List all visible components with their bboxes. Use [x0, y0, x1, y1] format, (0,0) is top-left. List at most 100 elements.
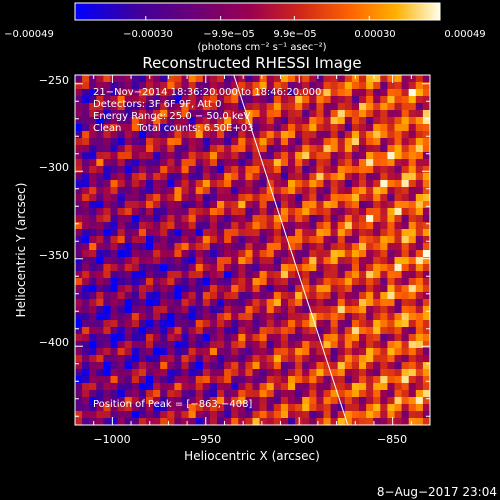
heatmap-pixel [323, 257, 331, 265]
heatmap-pixel [359, 166, 367, 174]
heatmap-pixel [380, 145, 388, 153]
heatmap-pixel [422, 89, 430, 97]
heatmap-pixel [103, 215, 111, 223]
heatmap-pixel [160, 390, 168, 398]
heatmap-pixel [295, 89, 303, 97]
heatmap-pixel [373, 222, 381, 230]
heatmap-pixel [266, 306, 275, 314]
heatmap-pixel [146, 152, 154, 160]
heatmap-pixel [337, 355, 346, 363]
heatmap-pixel [117, 278, 126, 286]
heatmap-pixel [153, 166, 161, 174]
heatmap-pixel [209, 257, 218, 265]
heatmap-pixel [323, 229, 331, 237]
heatmap-pixel [231, 103, 239, 111]
heatmap-pixel [209, 313, 218, 321]
heatmap-pixel [153, 159, 161, 167]
heatmap-pixel [153, 376, 161, 384]
heatmap-pixel [309, 208, 317, 216]
heatmap-pixel [394, 418, 402, 425]
heatmap-pixel [415, 418, 424, 425]
heatmap-pixel [82, 285, 90, 293]
heatmap-pixel [160, 411, 168, 419]
heatmap-pixel [110, 383, 118, 391]
heatmap-pixel [131, 131, 140, 139]
heatmap-pixel [195, 180, 204, 188]
heatmap-pixel [209, 229, 218, 237]
heatmap-pixel [131, 285, 140, 293]
heatmap-pixel [202, 355, 211, 363]
heatmap-pixel [146, 138, 154, 146]
heatmap-pixel [394, 271, 402, 279]
heatmap-pixel [266, 250, 275, 258]
heatmap-pixel [238, 131, 246, 139]
heatmap-pixel [202, 180, 211, 188]
heatmap-pixel [280, 306, 289, 314]
heatmap-pixel [373, 404, 381, 412]
heatmap-pixel [408, 222, 417, 230]
heatmap-pixel [302, 180, 310, 188]
heatmap-pixel [238, 285, 246, 293]
heatmap-pixel [195, 285, 204, 293]
heatmap-pixel [167, 222, 175, 230]
heatmap-pixel [302, 187, 310, 195]
heatmap-pixel [330, 264, 339, 272]
heatmap-pixel [380, 131, 388, 139]
heatmap-pixel [131, 236, 140, 244]
heatmap-pixel [181, 138, 189, 146]
heatmap-pixel [117, 257, 126, 265]
heatmap-pixel [266, 264, 275, 272]
heatmap-pixel [209, 334, 218, 342]
heatmap-pixel [146, 348, 154, 356]
heatmap-pixel [252, 383, 260, 391]
heatmap-pixel [422, 369, 430, 377]
heatmap-pixel [103, 355, 111, 363]
heatmap-pixel [273, 82, 282, 90]
heatmap-pixel [344, 362, 353, 370]
heatmap-pixel [259, 257, 268, 265]
heatmap-pixel [153, 117, 161, 125]
heatmap-pixel [89, 173, 97, 181]
heatmap-pixel [75, 201, 83, 209]
heatmap-pixel [295, 103, 303, 111]
heatmap-pixel [224, 201, 232, 209]
heatmap-pixel [124, 341, 133, 349]
heatmap-pixel [401, 89, 410, 97]
heatmap-pixel [124, 117, 133, 125]
heatmap-pixel [231, 145, 239, 153]
heatmap-pixel [160, 369, 168, 377]
heatmap-pixel [359, 110, 367, 118]
heatmap-pixel [181, 271, 189, 279]
heatmap-pixel [245, 145, 253, 153]
heatmap-pixel [323, 250, 331, 258]
heatmap-pixel [75, 180, 83, 188]
heatmap-pixel [422, 208, 430, 216]
heatmap-pixel [252, 131, 260, 139]
heatmap-pixel [337, 348, 346, 356]
heatmap-pixel [209, 110, 218, 118]
heatmap-pixel [288, 418, 296, 425]
heatmap-pixel [82, 236, 90, 244]
heatmap-pixel [273, 285, 282, 293]
heatmap-pixel [309, 236, 317, 244]
heatmap-pixel [110, 418, 118, 425]
heatmap-pixel [266, 124, 275, 132]
heatmap-pixel [146, 124, 154, 132]
heatmap-pixel [174, 236, 182, 244]
heatmap-pixel [75, 117, 83, 125]
heatmap-pixel [238, 159, 246, 167]
heatmap-pixel [245, 138, 253, 146]
heatmap-pixel [181, 404, 189, 412]
heatmap-pixel [103, 243, 111, 251]
heatmap-pixel [96, 201, 104, 209]
heatmap-pixel [195, 250, 204, 258]
heatmap-pixel [330, 369, 339, 377]
heatmap-pixel [124, 194, 133, 202]
heatmap-pixel [316, 89, 324, 97]
heatmap-pixel [302, 201, 310, 209]
heatmap-pixel [295, 355, 303, 363]
heatmap-pixel [117, 327, 126, 335]
heatmap-pixel [344, 208, 353, 216]
heatmap-pixel [138, 222, 147, 230]
heatmap-pixel [408, 110, 417, 118]
